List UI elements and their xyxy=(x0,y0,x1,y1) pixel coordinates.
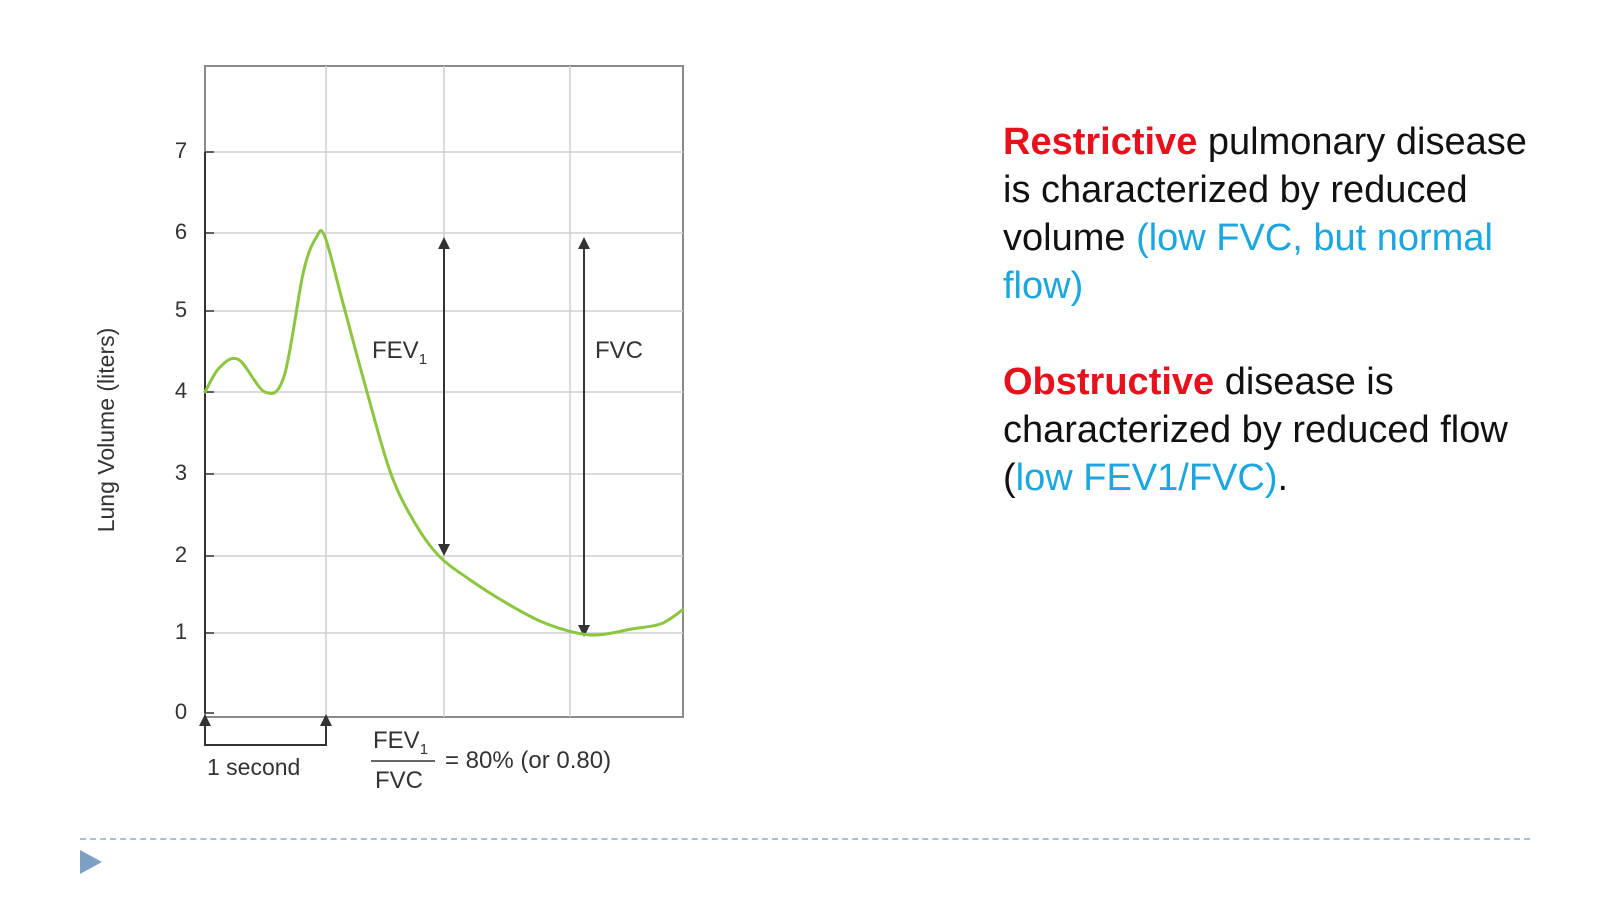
obstructive-body: disease is characterized by reduced flow… xyxy=(1003,361,1508,499)
ratio-numerator-subscript: 1 xyxy=(420,741,428,758)
y-tick-label-2: 2 xyxy=(175,542,187,567)
restrictive-keyword: Restrictive xyxy=(1003,121,1198,163)
y-axis-ticks xyxy=(205,151,214,714)
y-axis-title: Lung Volume (liters) xyxy=(93,328,119,533)
fev1-label: FEV1 xyxy=(372,337,427,368)
ratio-numerator-base: FEV xyxy=(373,727,420,754)
explanation-panel: Restrictive pulmonary disease is charact… xyxy=(1003,118,1563,550)
obstructive-paragraph: Obstructive disease is characterized by … xyxy=(1003,358,1563,502)
restrictive-body: pulmonary disease is characterized by re… xyxy=(1003,121,1527,259)
ratio-result: = 80% (or 0.80) xyxy=(445,747,611,774)
y-tick-label-0: 0 xyxy=(175,699,187,724)
ratio-denominator: FVC xyxy=(375,767,423,794)
y-tick-label-5: 5 xyxy=(175,297,187,322)
obstructive-end: . xyxy=(1277,457,1289,499)
y-tick-label-1: 1 xyxy=(175,619,187,644)
footer-divider xyxy=(80,838,1530,840)
fev1-label-base: FEV xyxy=(372,337,419,364)
one-second-label: 1 second xyxy=(207,754,300,780)
y-tick-label-3: 3 xyxy=(175,460,187,485)
y-tick-label-6: 6 xyxy=(175,219,187,244)
y-tick-label-7: 7 xyxy=(175,138,187,163)
lung-volume-curve xyxy=(203,229,685,637)
y-tick-label-4: 4 xyxy=(175,378,187,403)
fvc-label: FVC xyxy=(595,337,643,364)
fev1-label-subscript: 1 xyxy=(419,351,427,368)
ratio-numerator: FEV1 xyxy=(373,727,428,758)
obstructive-highlight: low FEV1/FVC) xyxy=(1015,457,1278,499)
one-second-bracket xyxy=(204,722,327,746)
restrictive-highlight: (low FVC, but normal flow) xyxy=(1003,217,1493,307)
slide-bullet-triangle-icon xyxy=(80,850,102,874)
obstructive-keyword: Obstructive xyxy=(1003,361,1215,403)
restrictive-paragraph: Restrictive pulmonary disease is charact… xyxy=(1003,118,1563,310)
